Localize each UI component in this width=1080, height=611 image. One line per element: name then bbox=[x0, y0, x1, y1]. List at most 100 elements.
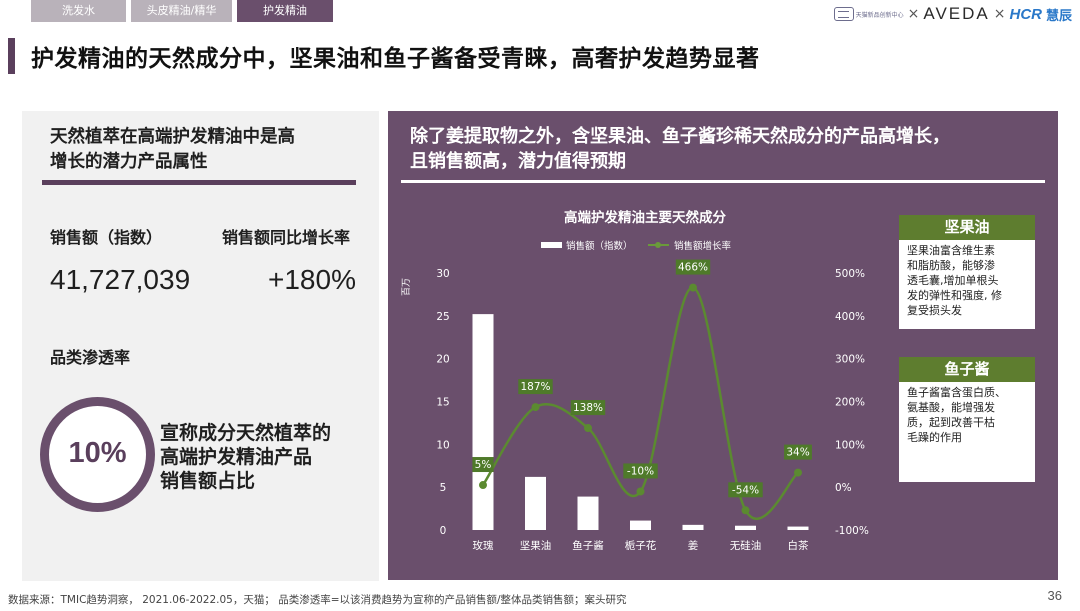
x-tick-label: 姜 bbox=[688, 539, 699, 550]
category-tabs: 洗发水 头皮精油/精华 护发精油 bbox=[31, 0, 333, 22]
growth-point bbox=[479, 481, 487, 490]
bar-姜 bbox=[682, 524, 704, 530]
tab-shampoo[interactable]: 洗发水 bbox=[31, 0, 126, 22]
growth-point bbox=[636, 487, 645, 496]
growth-data-label-box bbox=[570, 400, 606, 416]
growth-data-label-box bbox=[472, 457, 494, 473]
side-title-caviar: 鱼子酱 bbox=[899, 357, 1035, 382]
side-box-caviar: 鱼子酱富含蛋白质、 氨基酸，能增强发 质，起到改善干枯 毛躁的作用 bbox=[899, 382, 1035, 482]
y2-tick-label: 400% bbox=[835, 311, 865, 323]
bar-无硅油 bbox=[735, 525, 756, 530]
y-tick-label: 15 bbox=[436, 397, 449, 409]
right-heading: 除了姜提取物之外，含坚果油、鱼子酱珍稀天然成分的产品高增长， 且销售额高，潜力值… bbox=[410, 124, 1030, 174]
right-heading-underline bbox=[401, 180, 1045, 183]
side-nut-line: 坚果油富含维生素 bbox=[907, 244, 995, 257]
side-box-nut-oil: 坚果油富含维生素 和脂肪酸，能够渗 透毛囊,增加单根头 发的弹性和强度, 修 复… bbox=[899, 240, 1035, 329]
right-panel bbox=[388, 111, 1058, 580]
growth-data-label-box bbox=[784, 444, 812, 460]
y-tick-label: 30 bbox=[436, 268, 449, 280]
side-caviar-line: 质，起到改善干枯 bbox=[907, 416, 995, 429]
side-caviar-line: 毛躁的作用 bbox=[907, 431, 962, 444]
hcr-logo: HCR bbox=[1009, 5, 1042, 23]
y-tick-label: 0 bbox=[440, 525, 447, 537]
growth-data-label: -10% bbox=[627, 465, 654, 477]
bar-玫瑰 bbox=[472, 314, 494, 530]
side-nut-line: 发的弹性和强度, 修 bbox=[907, 289, 1002, 302]
page-title: 护发精油的天然成分中，坚果油和鱼子酱备受青睐，高奢护发趋势显著 bbox=[31, 46, 760, 72]
tmic-logo-text: 天猫新品创新中心 bbox=[855, 11, 904, 19]
left-heading-line2: 增长的潜力产品属性 bbox=[50, 152, 208, 172]
y2-tick-label: 100% bbox=[835, 439, 865, 451]
tmic-logo-icon bbox=[833, 7, 854, 21]
y-tick-label: 5 bbox=[440, 482, 447, 494]
title-accent-bar bbox=[8, 38, 15, 74]
y-tick-label: 25 bbox=[436, 311, 449, 323]
hcr-logo-cn: 慧辰 bbox=[1045, 8, 1072, 24]
legend-line-marker bbox=[655, 242, 661, 248]
y2-tick-label: -100% bbox=[835, 525, 869, 537]
legend-line-label: 销售额增长率 bbox=[674, 240, 732, 252]
logo-separator: × bbox=[993, 6, 1006, 22]
bar-鱼子酱 bbox=[577, 496, 599, 530]
growth-data-label-box bbox=[728, 482, 763, 498]
growth-data-label: 187% bbox=[520, 381, 550, 393]
tmic-logo: 天猫新品创新中心 bbox=[833, 7, 904, 21]
left-heading-line1: 天然植萃在高端护发精油中是高 bbox=[50, 127, 295, 147]
sales-value: 41,727,039 bbox=[50, 264, 191, 295]
tab-hair-oil[interactable]: 护发精油 bbox=[237, 0, 333, 22]
x-tick-label: 栀子花 bbox=[625, 539, 657, 550]
growth-data-label: 138% bbox=[573, 402, 603, 414]
right-heading-line2: 且销售额高，潜力值得预期 bbox=[410, 151, 626, 172]
y2-tick-label: 0% bbox=[835, 482, 852, 494]
penetration-description: 宣称成分天然植萃的 高端护发精油产品 销售额占比 bbox=[160, 421, 331, 493]
growth-point bbox=[689, 283, 697, 292]
x-tick-label: 鱼子酱 bbox=[572, 539, 604, 550]
left-heading: 天然植萃在高端护发精油中是高 增长的潜力产品属性 bbox=[50, 125, 295, 175]
growth-data-label: 466% bbox=[678, 262, 708, 274]
x-tick-label: 无硅油 bbox=[730, 539, 762, 550]
tab-scalp-oil[interactable]: 头皮精油/精华 bbox=[131, 0, 232, 22]
growth-data-label: -54% bbox=[732, 484, 759, 496]
partner-logos: 天猫新品创新中心 × AVEDA × HCR 慧辰 bbox=[833, 4, 1072, 24]
page-number: 36 bbox=[1047, 588, 1062, 603]
penetration-desc-line3: 销售额占比 bbox=[160, 470, 256, 492]
penetration-desc-line1: 宣称成分天然植萃的 bbox=[160, 422, 332, 444]
right-heading-line1: 除了姜提取物之外，含坚果油、鱼子酱珍稀天然成分的产品高增长， bbox=[410, 126, 950, 147]
growth-point bbox=[741, 506, 750, 515]
y-tick-label: 20 bbox=[436, 354, 449, 366]
growth-point bbox=[584, 424, 592, 433]
growth-point bbox=[531, 403, 540, 412]
side-nut-line: 复受损头发 bbox=[907, 304, 962, 317]
penetration-value: 10% bbox=[68, 437, 127, 469]
logo-separator: × bbox=[907, 6, 920, 22]
y2-tick-label: 200% bbox=[835, 397, 865, 409]
penetration-label: 品类渗透率 bbox=[50, 348, 131, 367]
legend-bar-swatch bbox=[541, 242, 562, 248]
growth-data-label: 5% bbox=[475, 459, 492, 471]
side-title-nut-oil: 坚果油 bbox=[899, 215, 1035, 240]
bar-坚果油 bbox=[525, 476, 546, 530]
penetration-ring bbox=[40, 397, 155, 512]
side-nut-line: 和脂肪酸，能够渗 bbox=[907, 259, 995, 272]
sales-label: 销售额（指数） bbox=[50, 228, 163, 247]
y2-tick-label: 300% bbox=[835, 354, 865, 366]
y2-tick-label: 500% bbox=[835, 268, 865, 280]
growth-data-label-box bbox=[675, 259, 711, 275]
penetration-desc-line2: 高端护发精油产品 bbox=[160, 446, 313, 468]
growth-data-label-box bbox=[518, 379, 553, 395]
side-caviar-line: 鱼子酱富含蛋白质、 bbox=[907, 386, 1006, 399]
growth-value: +180% bbox=[268, 264, 356, 295]
growth-label: 销售额同比增长率 bbox=[222, 228, 351, 247]
footnote: 数据来源：TMIC趋势洞察， 2021.06-2022.05，天猫； 品类渗透率… bbox=[8, 594, 627, 606]
legend-bar-label: 销售额（指数） bbox=[566, 240, 633, 252]
x-tick-label: 坚果油 bbox=[520, 539, 552, 550]
x-tick-label: 白茶 bbox=[788, 539, 809, 550]
growth-data-label: 34% bbox=[786, 447, 809, 459]
y-axis-unit: 百万 bbox=[401, 278, 412, 296]
bar-栀子花 bbox=[630, 520, 651, 530]
growth-data-label-box bbox=[623, 463, 658, 479]
aveda-logo: AVEDA bbox=[923, 4, 990, 23]
left-heading-underline bbox=[42, 180, 356, 185]
x-tick-label: 玫瑰 bbox=[473, 539, 494, 550]
